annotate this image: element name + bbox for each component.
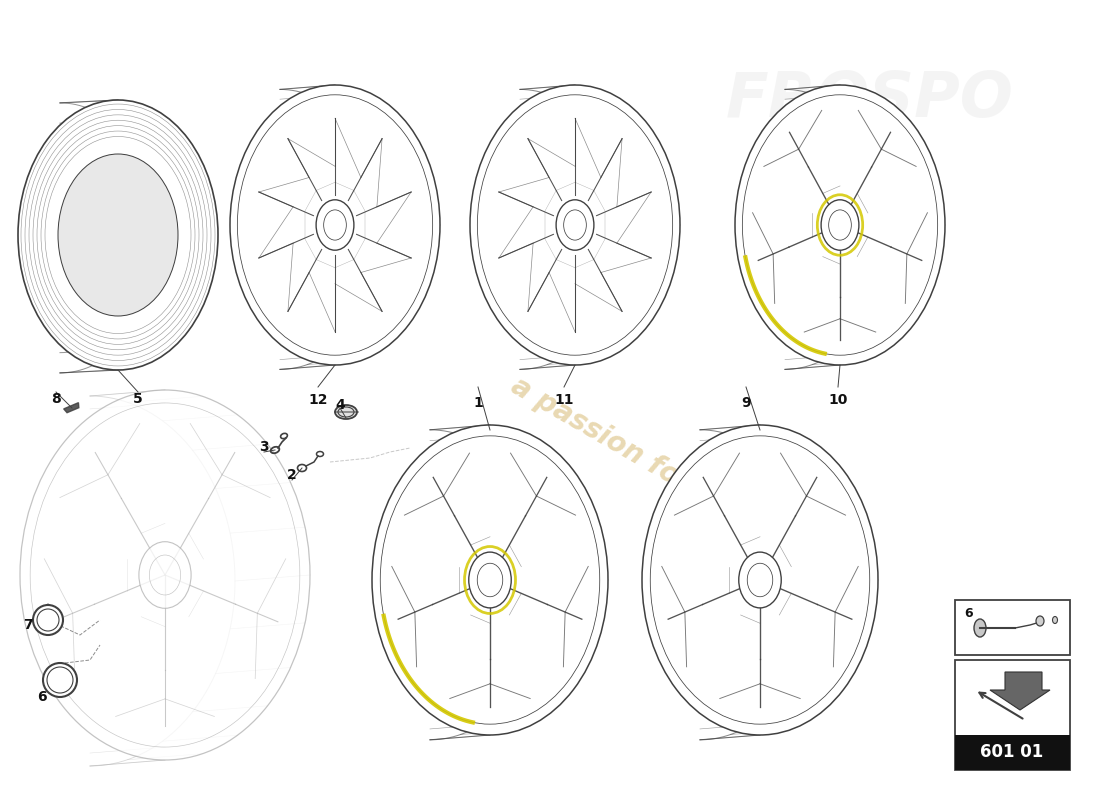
Text: 5: 5 — [133, 392, 143, 406]
Text: 7: 7 — [23, 618, 33, 632]
Ellipse shape — [139, 542, 191, 608]
Polygon shape — [64, 402, 79, 413]
Text: 6: 6 — [37, 690, 47, 704]
Ellipse shape — [642, 425, 878, 735]
Bar — [955, 735, 1070, 770]
Bar — [955, 660, 1070, 770]
Text: 6: 6 — [964, 607, 972, 620]
Ellipse shape — [336, 405, 358, 419]
Ellipse shape — [821, 200, 859, 250]
Text: 11: 11 — [554, 393, 574, 407]
Ellipse shape — [470, 85, 680, 365]
Text: 2: 2 — [287, 468, 297, 482]
Ellipse shape — [58, 154, 178, 316]
Text: FROSPO: FROSPO — [726, 70, 1014, 130]
Ellipse shape — [974, 619, 986, 637]
Text: 601 01: 601 01 — [980, 743, 1044, 761]
Ellipse shape — [18, 100, 218, 370]
Text: 10: 10 — [828, 393, 848, 407]
Polygon shape — [990, 672, 1050, 710]
Text: 3: 3 — [260, 440, 268, 454]
Text: 4: 4 — [336, 398, 345, 412]
Ellipse shape — [1036, 616, 1044, 626]
Text: 8: 8 — [51, 392, 60, 406]
Ellipse shape — [316, 200, 354, 250]
Text: 9: 9 — [741, 396, 751, 410]
Ellipse shape — [20, 390, 310, 760]
Text: 12: 12 — [308, 393, 328, 407]
Ellipse shape — [739, 552, 781, 608]
Text: a passion for parts since: a passion for parts since — [506, 371, 854, 589]
Bar — [955, 600, 1070, 655]
Ellipse shape — [372, 425, 608, 735]
Ellipse shape — [1053, 617, 1057, 623]
Ellipse shape — [735, 85, 945, 365]
Ellipse shape — [33, 605, 63, 635]
Ellipse shape — [469, 552, 512, 608]
Ellipse shape — [43, 663, 77, 697]
Ellipse shape — [230, 85, 440, 365]
Text: 1: 1 — [473, 396, 483, 410]
Ellipse shape — [557, 200, 594, 250]
